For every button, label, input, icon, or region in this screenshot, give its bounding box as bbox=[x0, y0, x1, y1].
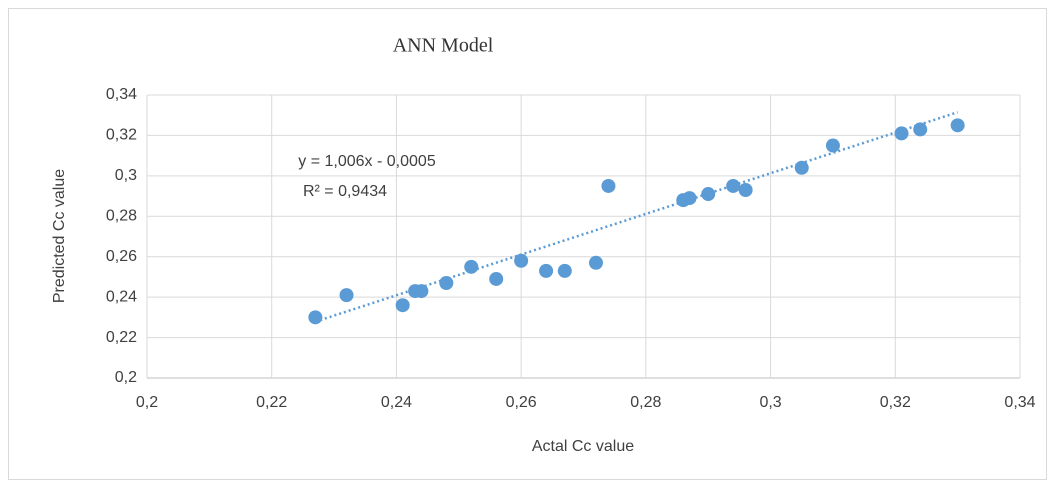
point bbox=[794, 160, 809, 175]
y-tick-label: 0,22 bbox=[106, 329, 137, 346]
point bbox=[913, 122, 928, 137]
point bbox=[825, 138, 840, 153]
point bbox=[557, 263, 572, 278]
x-tick-label: 0,32 bbox=[880, 394, 911, 411]
point bbox=[539, 263, 554, 278]
point bbox=[439, 275, 454, 290]
x-tick-label: 0,3 bbox=[759, 394, 781, 411]
y-tick-label: 0,28 bbox=[106, 208, 137, 225]
x-axis-label: Actal Cc value bbox=[532, 438, 634, 455]
x-tick-label: 0,24 bbox=[381, 394, 412, 411]
point bbox=[726, 178, 741, 193]
x-tick-label: 0,28 bbox=[630, 394, 661, 411]
point bbox=[395, 298, 410, 313]
point bbox=[308, 310, 323, 325]
x-tick-label: 0,34 bbox=[1004, 394, 1035, 411]
x-tick-label: 0,26 bbox=[506, 394, 537, 411]
chart-title: ANN Model bbox=[393, 35, 494, 57]
point bbox=[514, 253, 529, 268]
point bbox=[701, 187, 716, 202]
x-tick-label: 0,22 bbox=[256, 394, 287, 411]
chart-frame bbox=[8, 8, 1047, 480]
point bbox=[464, 259, 479, 274]
point bbox=[489, 271, 504, 286]
point bbox=[950, 118, 965, 133]
point bbox=[588, 255, 603, 270]
y-tick-label: 0,26 bbox=[106, 248, 137, 265]
y-tick-label: 0,32 bbox=[106, 127, 137, 144]
y-tick-label: 0,34 bbox=[106, 86, 137, 103]
point bbox=[894, 126, 909, 141]
y-tick-label: 0,24 bbox=[106, 288, 137, 305]
y-axis-label: Predicted Cc value bbox=[51, 169, 68, 303]
y-tick-label: 0,2 bbox=[115, 369, 137, 386]
trendline-equation: y = 1,006x - 0,0005 bbox=[298, 153, 436, 170]
y-tick-label: 0,3 bbox=[115, 167, 137, 184]
point bbox=[414, 284, 429, 299]
point bbox=[601, 178, 616, 193]
point bbox=[738, 183, 753, 198]
point bbox=[339, 288, 354, 303]
point bbox=[682, 191, 697, 206]
r-squared: R² = 0,9434 bbox=[303, 183, 387, 200]
x-tick-label: 0,2 bbox=[136, 394, 158, 411]
